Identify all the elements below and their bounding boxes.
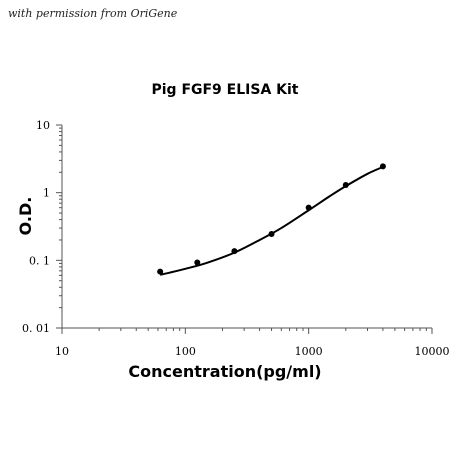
x-tick-label: 10: [55, 345, 69, 358]
y-tick-label: 10: [36, 119, 50, 132]
data-point: [157, 268, 164, 275]
x-tick-label: 100: [175, 345, 196, 358]
data-point: [342, 181, 349, 188]
y-tick-label: 0. 01: [22, 322, 50, 335]
standard-fit-curve: [159, 166, 384, 276]
x-axis-label: Concentration(pg/ml): [128, 362, 322, 381]
data-point: [268, 230, 275, 237]
y-tick-label: 1: [43, 187, 50, 200]
x-tick-label: 10000: [415, 345, 450, 358]
chart-title: Pig FGF9 ELISA Kit: [151, 82, 299, 98]
data-point: [231, 248, 238, 255]
data-point: [194, 259, 201, 266]
y-tick-label: 0. 1: [29, 254, 50, 267]
x-tick-label: 1000: [295, 345, 323, 358]
data-point: [305, 204, 312, 211]
data-point: [379, 163, 386, 170]
permission-watermark: with permission from OriGene: [8, 7, 178, 20]
